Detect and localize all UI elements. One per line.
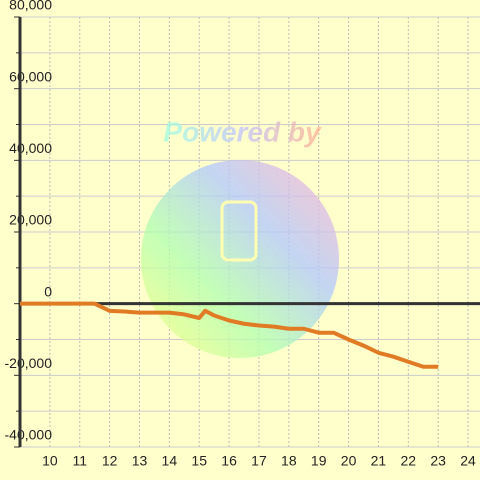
- y-tick-label: 80,000: [9, 0, 52, 13]
- x-tick-label: 19: [311, 453, 327, 469]
- x-tick-label: 22: [401, 453, 417, 469]
- x-tick-label: 14: [162, 453, 178, 469]
- x-tick-label: 16: [221, 453, 237, 469]
- x-tick-label: 23: [430, 453, 446, 469]
- watermark-text: Powered by: [163, 116, 322, 147]
- x-tick-label: 11: [72, 453, 87, 469]
- y-tick-label: 20,000: [9, 212, 52, 228]
- watermark: Powered by: [141, 116, 339, 358]
- x-tick-label: 21: [371, 453, 387, 469]
- x-tick-label: 13: [132, 453, 148, 469]
- y-tick-label: 0: [44, 283, 52, 299]
- watermark-icon: [220, 200, 258, 262]
- x-tick-label: 12: [102, 453, 118, 469]
- plot: 10 11 12 13 14 15 16 17 18 19 20 21 22 23 24 -40,000 -20…: [5, 0, 480, 469]
- y-tick-label: 40,000: [9, 140, 52, 156]
- y-tick-label: -40,000: [5, 427, 53, 443]
- y-tick-label: -20,000: [5, 355, 53, 371]
- x-tick-label: 15: [191, 453, 207, 469]
- y-tick-label: 60,000: [9, 68, 52, 84]
- x-tick-label: 17: [251, 453, 267, 469]
- line-series: [20, 301, 439, 369]
- x-tick-label: 18: [281, 453, 297, 469]
- x-tick-label: 10: [42, 453, 58, 469]
- x-tick-label: 24: [460, 453, 476, 469]
- x-tick-label: 20: [341, 453, 357, 469]
